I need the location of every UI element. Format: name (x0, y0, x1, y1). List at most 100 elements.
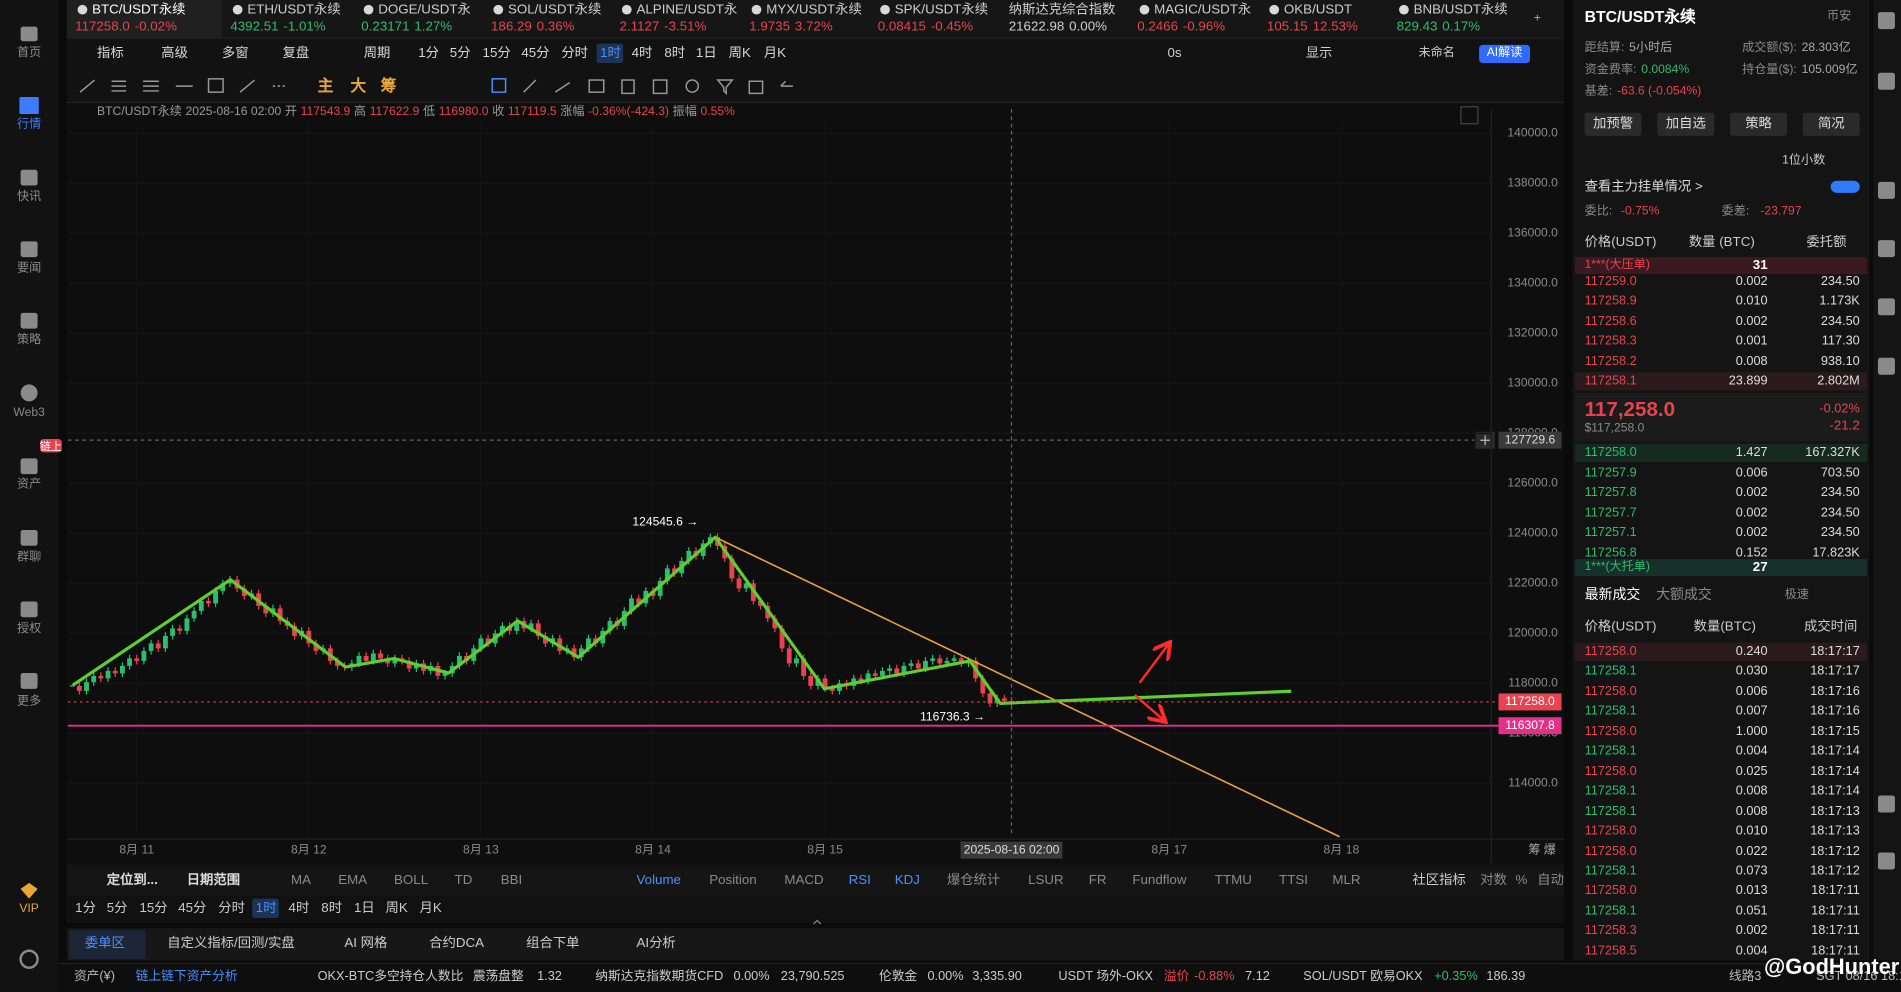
period[interactable]: 1时 (255, 901, 277, 916)
nav-item[interactable]: 策略 (16, 333, 42, 347)
panel-button[interactable]: 加预警 (1593, 116, 1634, 131)
main-indicator[interactable]: BOLL (394, 873, 429, 888)
ai-button[interactable]: AI解读 (1486, 46, 1523, 60)
nav-item[interactable]: Web3 (13, 406, 45, 420)
button-bg[interactable] (1584, 112, 1642, 136)
period[interactable]: 月K (763, 46, 787, 61)
period[interactable]: 15分 (482, 46, 511, 61)
toggle[interactable] (1830, 180, 1860, 193)
sub-indicator[interactable]: KDJ (894, 873, 920, 888)
main-indicator[interactable]: MA (290, 873, 311, 888)
collapse[interactable] (813, 919, 822, 925)
draw-tool[interactable]: 主 (317, 76, 334, 95)
panel-button[interactable]: 简况 (1817, 116, 1845, 131)
period[interactable]: 8时 (664, 46, 686, 61)
sub-indicator[interactable]: TTMU (1214, 873, 1252, 888)
nav-item[interactable]: 更多 (16, 694, 42, 709)
layout-name[interactable]: 未命名 (1418, 46, 1455, 60)
bottom-tab[interactable]: AI分析 (636, 936, 676, 951)
locate[interactable]: 定位到... (106, 873, 158, 888)
sub-indicator[interactable]: Volume (636, 873, 681, 888)
tool[interactable]: 复盘 (282, 46, 310, 61)
period[interactable]: 1分 (418, 46, 440, 61)
bottom-tab[interactable]: 自定义指标/回测/实盘 (167, 936, 295, 951)
period[interactable]: 分时 (218, 901, 245, 916)
sub-indicator[interactable]: RSI (848, 873, 871, 888)
community[interactable]: 社区指标 (1412, 873, 1466, 888)
period[interactable]: 周K (385, 901, 408, 916)
tab-name[interactable]: ETH/USDT永续 (247, 2, 341, 17)
sub-indicator[interactable]: Fundflow (1132, 873, 1187, 888)
status-item[interactable]: 链上链下资产分析 (135, 968, 238, 984)
ai-pill[interactable] (1479, 44, 1531, 64)
sub-indicator[interactable]: MLR (1332, 873, 1361, 888)
period[interactable]: 1分 (75, 901, 96, 916)
tool[interactable]: 高级 (161, 46, 188, 61)
tab-name[interactable]: SPK/USDT永续 (894, 2, 989, 17)
period[interactable]: 1日 (695, 46, 717, 61)
period[interactable]: 5分 (449, 46, 471, 61)
tab-name[interactable]: MYX/USDT永续 (766, 2, 862, 17)
period[interactable]: 8时 (321, 901, 343, 916)
bottom-tab[interactable]: AI 网格 (344, 936, 388, 951)
period[interactable]: 45分 (178, 901, 207, 916)
nav-item[interactable]: 要闻 (16, 261, 42, 276)
nav-item[interactable]: 资产 (16, 477, 42, 492)
tab-name[interactable]: 纳斯达克综合指数 (1008, 2, 1116, 17)
nav-item[interactable]: 授权 (16, 622, 42, 636)
bottom-tab[interactable]: 组合下单 (526, 936, 580, 951)
draw-tool[interactable]: 大 (350, 76, 367, 95)
main-indicator[interactable]: BBI (500, 873, 523, 888)
axis-option[interactable]: 对数 (1480, 873, 1507, 888)
main-indicator[interactable]: TD (454, 873, 473, 888)
axis-option[interactable]: % (1515, 873, 1528, 888)
nav-item[interactable]: 首页 (16, 46, 42, 60)
sub-indicator[interactable]: Position (709, 873, 757, 888)
precision[interactable]: 1位小数 (1782, 154, 1826, 168)
drawing-tools[interactable] (79, 78, 793, 96)
period[interactable]: 15分 (139, 901, 168, 916)
tool[interactable]: 指标 (96, 46, 124, 61)
period[interactable]: 5分 (106, 901, 128, 916)
button-bg[interactable] (1657, 112, 1715, 136)
sub-indicator[interactable]: 爆仓统计 (946, 873, 1001, 888)
period[interactable]: 1日 (354, 901, 375, 916)
main-indicator[interactable]: EMA (338, 873, 368, 888)
vip[interactable]: VIP (19, 902, 39, 916)
sub-indicator[interactable]: LSUR (1028, 873, 1064, 888)
nav-item[interactable]: 行情 (16, 117, 42, 131)
tool[interactable]: 多窗 (221, 46, 249, 61)
trade-tab[interactable]: 最新成交 (1584, 588, 1641, 603)
tab-name[interactable]: ALPINE/USDT永 (636, 2, 738, 17)
tab-name[interactable]: BNB/USDT永续 (1413, 2, 1508, 17)
bottom-tab[interactable]: 委单区 (84, 936, 125, 951)
sub-indicator[interactable]: MACD (784, 873, 824, 888)
bottom-tab[interactable]: 合约DCA (429, 936, 485, 951)
period[interactable]: 月K (419, 901, 442, 916)
display[interactable]: 显示 (1305, 46, 1333, 61)
period[interactable]: 4时 (631, 46, 653, 61)
trade-tab[interactable]: 大额成交 (1656, 588, 1712, 603)
tab-name[interactable]: MAGIC/USDT永 (1154, 2, 1252, 17)
period[interactable]: 45分 (521, 46, 550, 61)
period[interactable]: 1时 (600, 46, 621, 61)
draw-tool[interactable]: 筹 (380, 76, 397, 95)
fullscreen[interactable] (1460, 106, 1479, 125)
date-range[interactable]: 日期范围 (186, 873, 241, 888)
tab-name[interactable]: SOL/USDT永续 (507, 2, 602, 17)
tab-name[interactable]: BTC/USDT永续 (92, 2, 186, 17)
axis-option[interactable]: 自动 (1537, 873, 1564, 888)
period[interactable]: 周K (728, 46, 751, 61)
tool[interactable]: 周期 (363, 46, 391, 61)
fast-toggle[interactable]: 极速 (1784, 588, 1809, 602)
nav-item[interactable]: 快讯 (16, 190, 42, 204)
button-bg[interactable] (1730, 112, 1788, 136)
tab-name[interactable]: DOGE/USDT永 (378, 2, 471, 17)
panel-button[interactable]: 加自选 (1665, 116, 1706, 131)
main-orders[interactable]: 查看主力挂单情况 > (1584, 179, 1703, 195)
sub-indicator[interactable]: FR (1088, 873, 1107, 888)
period[interactable]: 4时 (288, 901, 310, 916)
nav-item[interactable]: 群聊 (16, 550, 42, 564)
tab-name[interactable]: OKB/USDT (1283, 2, 1353, 17)
button-bg[interactable] (1802, 112, 1860, 136)
